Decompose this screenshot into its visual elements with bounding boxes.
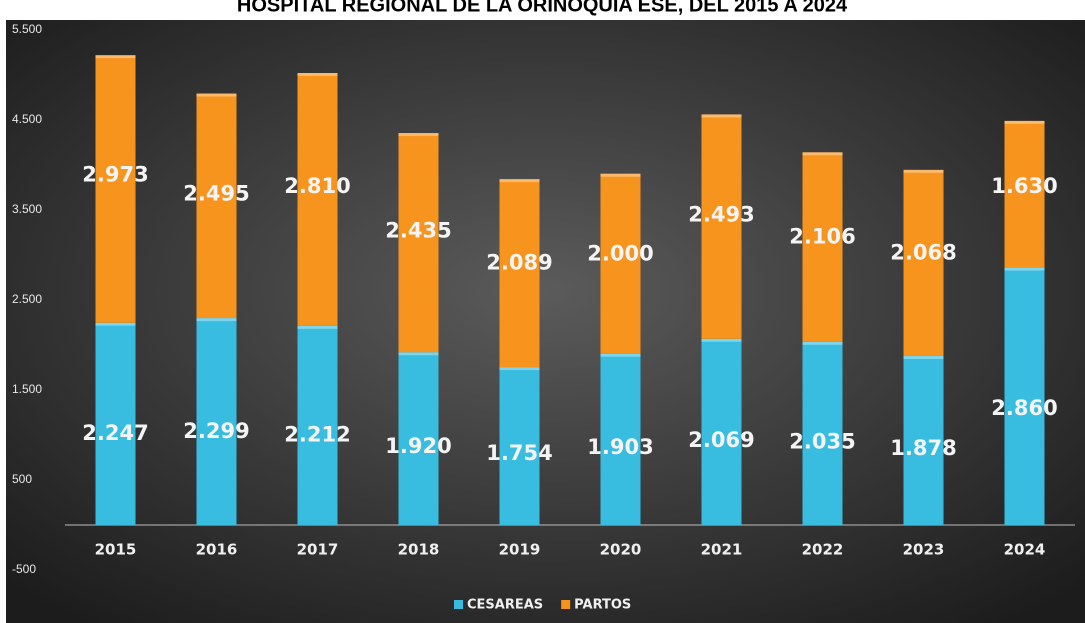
bar-segment xyxy=(903,355,944,525)
data-label: 2.810 xyxy=(284,174,350,198)
data-label: 2.493 xyxy=(688,202,754,226)
data-label: 2.106 xyxy=(789,225,855,249)
bar-highlight xyxy=(196,93,237,97)
bar-segment xyxy=(499,367,540,525)
bar-highlight xyxy=(499,179,540,183)
bar-segment xyxy=(802,152,843,342)
bar-segment xyxy=(297,73,338,326)
bar-highlight xyxy=(95,322,136,326)
bar-segment xyxy=(95,55,136,323)
y-tick-label: 5.500 xyxy=(12,22,42,36)
bar-highlight xyxy=(802,152,843,156)
x-tick-label: 2018 xyxy=(398,541,440,559)
data-label: 2.435 xyxy=(385,219,451,243)
data-label: 2.000 xyxy=(587,242,653,266)
chart-title: HOSPITAL REGIONAL DE LA ORINOQUIA ESE, D… xyxy=(237,0,848,16)
y-tick-label: 3.500 xyxy=(12,202,42,216)
x-tick-label: 2015 xyxy=(95,541,137,559)
x-tick-label: 2023 xyxy=(903,541,945,559)
bar-segment xyxy=(701,114,742,339)
bar-segment xyxy=(1004,120,1045,268)
bar-highlight xyxy=(600,353,641,357)
x-tick-label: 2021 xyxy=(701,541,743,559)
data-label: 1.903 xyxy=(587,435,653,459)
y-tick-label: 2.500 xyxy=(12,292,42,306)
bar-highlight xyxy=(903,355,944,359)
bar-segment xyxy=(196,93,237,319)
bar-highlight xyxy=(398,352,439,356)
y-tick-label: 4.500 xyxy=(12,112,42,126)
bar-highlight xyxy=(297,73,338,77)
data-label: 2.860 xyxy=(991,396,1057,420)
y-tick-label: -500 xyxy=(12,562,36,576)
x-tick-label: 2024 xyxy=(1004,541,1046,559)
bar-highlight xyxy=(802,341,843,345)
data-label: 2.299 xyxy=(183,419,249,443)
bar-highlight xyxy=(701,338,742,342)
bar-highlight xyxy=(398,133,439,137)
legend-swatch xyxy=(561,600,571,609)
data-label: 1.754 xyxy=(486,441,552,465)
data-label: 2.973 xyxy=(82,163,148,187)
data-label: 2.089 xyxy=(486,251,552,275)
y-tick-label: 1.500 xyxy=(12,382,42,396)
bar-highlight xyxy=(1004,267,1045,271)
bar-highlight xyxy=(701,114,742,118)
bar-segment xyxy=(600,173,641,354)
data-label: 1.920 xyxy=(385,434,451,458)
x-tick-label: 2016 xyxy=(196,541,238,559)
data-label: 2.495 xyxy=(183,182,249,206)
data-label: 2.068 xyxy=(890,241,956,265)
bar-highlight xyxy=(196,318,237,322)
y-tick-label: 500 xyxy=(12,472,32,486)
x-tick-label: 2019 xyxy=(499,541,541,559)
bar-segment xyxy=(196,318,237,525)
x-tick-label: 2022 xyxy=(802,541,844,559)
bar-highlight xyxy=(1004,120,1045,124)
bar-highlight xyxy=(95,55,136,59)
bar-highlight xyxy=(600,173,641,177)
bar-segment xyxy=(903,169,944,356)
bar-highlight xyxy=(903,169,944,173)
bar-segment xyxy=(499,179,540,368)
data-label: 1.878 xyxy=(890,436,956,460)
bar-segment xyxy=(701,338,742,525)
x-tick-label: 2020 xyxy=(600,541,642,559)
data-label: 2.069 xyxy=(688,428,754,452)
data-label: 2.212 xyxy=(284,422,350,446)
data-label: 2.247 xyxy=(82,421,148,445)
legend-label: CESAREAS xyxy=(467,598,543,613)
legend-label: PARTOS xyxy=(574,598,631,613)
bar-segment xyxy=(398,352,439,525)
bar-highlight xyxy=(499,367,540,371)
bar-segment xyxy=(1004,267,1045,525)
legend-swatch xyxy=(454,600,463,609)
data-label: 1.630 xyxy=(991,174,1057,198)
x-tick-label: 2017 xyxy=(297,541,339,559)
bar-segment xyxy=(297,325,338,525)
bar-segment xyxy=(95,322,136,525)
bar-segment xyxy=(802,341,843,525)
bar-segment xyxy=(600,353,641,525)
bar-segment xyxy=(398,133,439,353)
data-label: 2.035 xyxy=(789,430,855,454)
bar-highlight xyxy=(297,325,338,329)
